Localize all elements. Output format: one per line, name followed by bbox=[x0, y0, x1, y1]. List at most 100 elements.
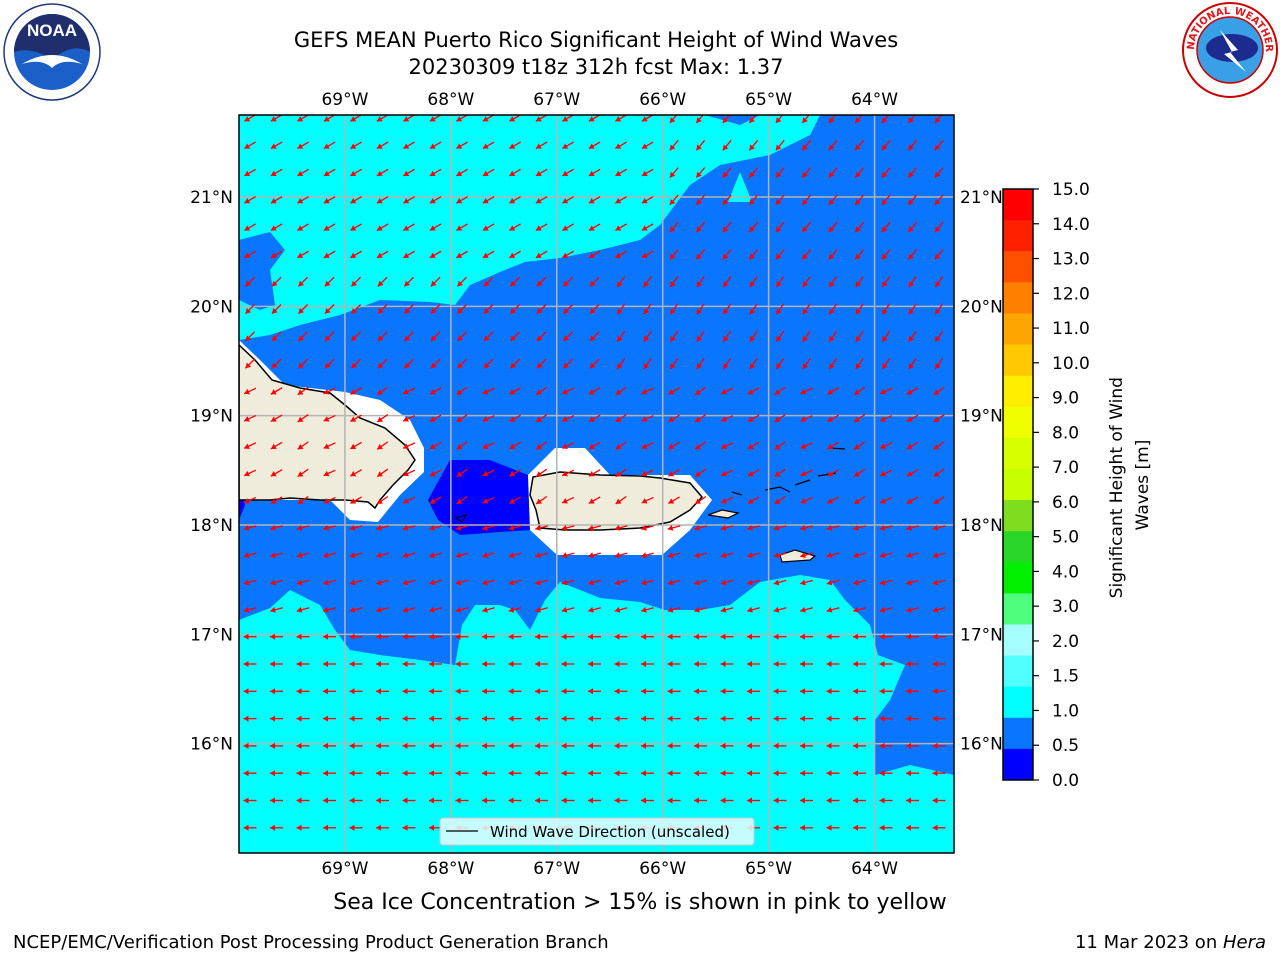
wind-arrow bbox=[561, 469, 575, 477]
wind-arrow bbox=[934, 276, 944, 288]
ocean-light-north-east-patch bbox=[728, 172, 752, 202]
wind-arrow bbox=[853, 495, 866, 505]
wind-arrow bbox=[932, 770, 946, 777]
colorbar-frame bbox=[1002, 188, 1034, 781]
wind-arrow bbox=[244, 331, 256, 342]
wind-arrow bbox=[669, 303, 679, 315]
colorbar-tick-label: 13.0 bbox=[1052, 250, 1090, 270]
wind-arrow bbox=[455, 633, 469, 640]
wind-arrow bbox=[881, 221, 891, 233]
wind-arrow bbox=[535, 250, 548, 259]
wind-arrow bbox=[588, 797, 601, 804]
wind-arrow bbox=[907, 139, 918, 151]
wind-arrow bbox=[853, 552, 866, 559]
wind-arrow bbox=[879, 633, 893, 640]
wind-arrow bbox=[483, 276, 494, 287]
wind-arrow bbox=[243, 661, 257, 667]
wind-arrow bbox=[324, 276, 335, 287]
wind-arrow bbox=[508, 797, 522, 804]
wind-arrow bbox=[429, 141, 442, 150]
wind-arrow bbox=[775, 249, 785, 260]
wind-arrow bbox=[270, 196, 283, 204]
wind-arrow bbox=[828, 330, 838, 343]
wind-arrow bbox=[403, 223, 415, 232]
wind-arrow bbox=[296, 606, 310, 613]
wind-arrow bbox=[403, 276, 415, 287]
colorbar-band bbox=[1003, 500, 1033, 532]
wind-arrow bbox=[403, 141, 415, 150]
wind-arrow bbox=[297, 196, 309, 204]
wind-arrow bbox=[854, 221, 865, 233]
lon-label-top: 66°W bbox=[639, 90, 686, 110]
lon-label-bottom: 66°W bbox=[639, 859, 686, 879]
wind-arrow bbox=[879, 770, 893, 777]
wind-arrow bbox=[350, 304, 362, 315]
lon-label-bottom: 69°W bbox=[321, 859, 368, 879]
wind-arrow bbox=[509, 141, 521, 150]
colorbar-band bbox=[1003, 375, 1033, 408]
wind-arrow bbox=[801, 139, 812, 151]
wind-arrow bbox=[773, 579, 787, 586]
wind-arrow bbox=[695, 115, 704, 124]
wind-arrow bbox=[349, 524, 363, 531]
wind-arrow bbox=[402, 824, 416, 831]
wind-arrow bbox=[826, 770, 840, 777]
wind-arrow bbox=[561, 387, 575, 395]
wind-arrow bbox=[879, 496, 893, 504]
wind-arrow bbox=[749, 276, 758, 288]
map-frame bbox=[238, 114, 955, 854]
wind-arrow bbox=[934, 330, 944, 343]
wind-arrow bbox=[482, 387, 495, 395]
wind-arrow bbox=[270, 115, 283, 122]
wind-arrow bbox=[323, 250, 336, 259]
wind-arrow bbox=[881, 330, 891, 343]
wind-arrow bbox=[588, 115, 601, 122]
wind-arrow bbox=[615, 196, 627, 204]
wind-arrow bbox=[614, 742, 628, 749]
wind-arrow bbox=[535, 797, 548, 804]
colorbar-title: Significant Height of Wind Waves [m] bbox=[1107, 372, 1153, 599]
wind-arrow bbox=[720, 770, 734, 777]
wind-arrow bbox=[879, 414, 893, 422]
wind-arrow bbox=[536, 331, 547, 342]
wind-arrow bbox=[800, 606, 813, 613]
wind-arrow bbox=[376, 441, 389, 450]
wind-arrow bbox=[244, 196, 256, 204]
wind-arrow bbox=[802, 303, 811, 315]
wind-arrow bbox=[694, 742, 707, 749]
wind-arrow bbox=[800, 552, 813, 559]
wind-arrow bbox=[906, 552, 919, 559]
wind-arrow bbox=[932, 606, 946, 613]
wind-arrow bbox=[641, 524, 654, 531]
wind-arrow bbox=[297, 495, 309, 505]
wind-arrow bbox=[615, 441, 627, 450]
wind-arrow bbox=[695, 167, 706, 178]
wind-arrow bbox=[854, 167, 865, 178]
wind-arrow bbox=[588, 141, 601, 150]
wind-arrow bbox=[720, 633, 734, 640]
wind-arrow bbox=[456, 358, 468, 369]
wind-arrow bbox=[561, 606, 575, 613]
wind-arrow bbox=[589, 304, 600, 315]
colorbar-band bbox=[1003, 748, 1033, 781]
wind-arrow bbox=[456, 168, 468, 177]
wind-arrow bbox=[508, 524, 522, 531]
wind-arrow bbox=[455, 606, 469, 613]
land-st-croix bbox=[779, 549, 817, 563]
wind-arrow bbox=[641, 633, 654, 640]
wind-arrow bbox=[906, 742, 919, 749]
sea-ice-note: Sea Ice Concentration > 15% is shown in … bbox=[333, 890, 947, 915]
wind-arrow bbox=[536, 358, 547, 369]
wind-arrow bbox=[482, 688, 495, 695]
wind-arrow bbox=[429, 196, 442, 204]
wind-arrow bbox=[641, 606, 654, 613]
wind-arrow bbox=[694, 633, 707, 640]
wind-arrow bbox=[720, 552, 734, 559]
wind-arrow bbox=[376, 661, 389, 667]
wind-arrow bbox=[243, 633, 257, 640]
wind-arrow bbox=[934, 167, 944, 178]
wind-arrow bbox=[456, 250, 468, 259]
colorbar-tick-label: 9.0 bbox=[1052, 389, 1079, 409]
lat-label-left: 17°N bbox=[190, 625, 233, 645]
wind-arrow bbox=[775, 358, 785, 370]
